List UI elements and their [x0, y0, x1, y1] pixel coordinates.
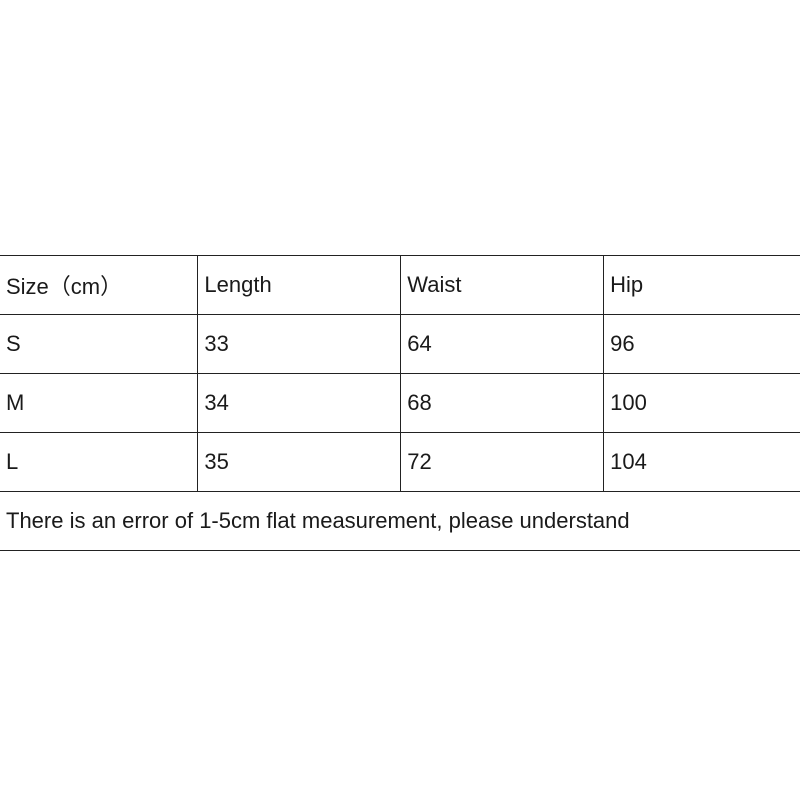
cell-size: S	[0, 314, 199, 374]
cell-size: L	[0, 432, 199, 492]
table-row: S 33 64 96	[0, 314, 800, 374]
cell-hip: 96	[603, 314, 800, 374]
cell-waist: 72	[400, 432, 605, 492]
table-row: L 35 72 104	[0, 432, 800, 492]
cell-size: M	[0, 373, 199, 433]
cell-length: 33	[197, 314, 402, 374]
measurement-note: There is an error of 1-5cm flat measurem…	[0, 491, 800, 551]
size-chart-table: Size（cm） Length Waist Hip S 33 64 96 M 3…	[0, 255, 800, 551]
cell-length: 34	[197, 373, 402, 433]
note-row: There is an error of 1-5cm flat measurem…	[0, 491, 800, 551]
cell-hip: 100	[603, 373, 800, 433]
table-row: M 34 68 100	[0, 373, 800, 433]
header-length: Length	[197, 255, 402, 315]
cell-waist: 68	[400, 373, 605, 433]
header-hip: Hip	[603, 255, 800, 315]
cell-waist: 64	[400, 314, 605, 374]
cell-length: 35	[197, 432, 402, 492]
header-waist: Waist	[400, 255, 605, 315]
table-header-row: Size（cm） Length Waist Hip	[0, 255, 800, 315]
cell-hip: 104	[603, 432, 800, 492]
header-size: Size（cm）	[0, 255, 199, 315]
